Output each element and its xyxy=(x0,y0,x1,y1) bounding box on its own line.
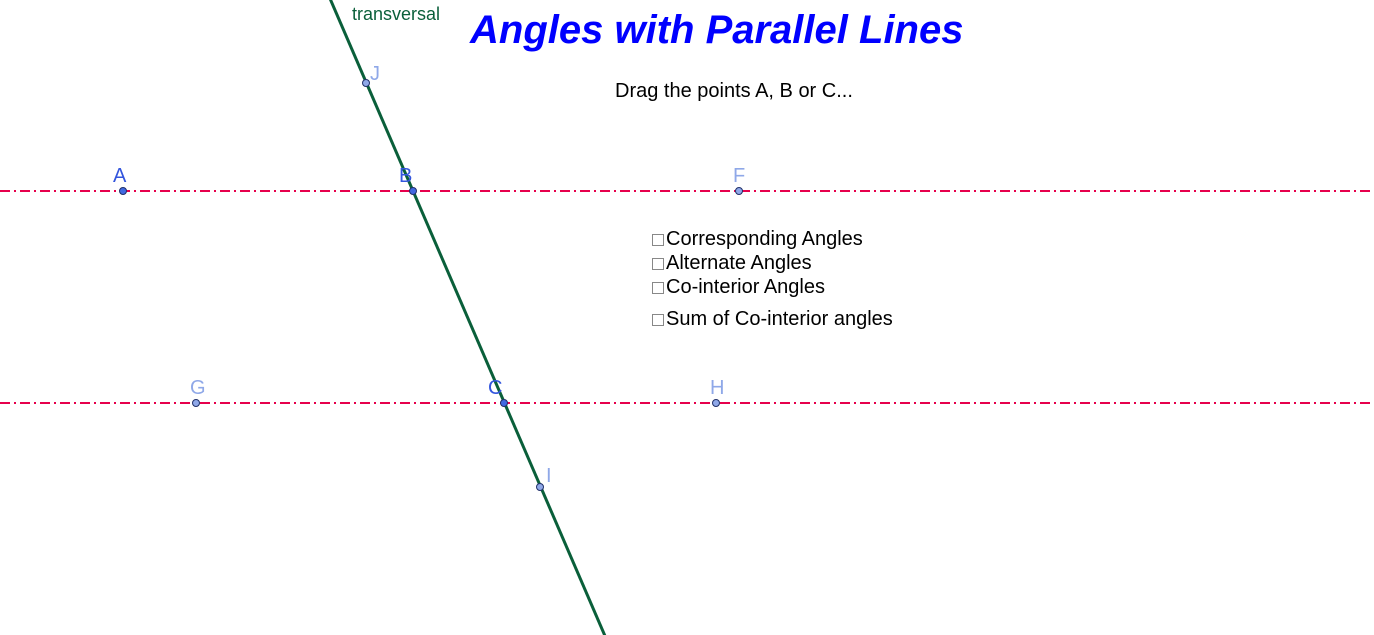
transversal-line xyxy=(322,0,624,635)
page-title: Angles with Parallel Lines xyxy=(470,8,963,53)
point-label-h: H xyxy=(710,377,724,400)
checkbox-alternate[interactable]: Alternate Angles xyxy=(652,252,812,275)
point-i xyxy=(537,484,544,491)
point-label-g: G xyxy=(190,377,206,400)
point-j xyxy=(363,80,370,87)
checkbox-label: Co-interior Angles xyxy=(666,276,825,299)
point-g xyxy=(193,400,200,407)
point-c[interactable] xyxy=(501,400,508,407)
checkbox-label: Alternate Angles xyxy=(666,252,812,275)
point-h xyxy=(713,400,720,407)
checkbox-box-icon xyxy=(652,314,664,326)
instruction-text: Drag the points A, B or C... xyxy=(615,80,853,103)
point-label-b: B xyxy=(399,165,412,188)
checkbox-corresponding[interactable]: Corresponding Angles xyxy=(652,228,863,251)
point-b[interactable] xyxy=(410,188,417,195)
point-label-c: C xyxy=(488,377,502,400)
transversal-label: transversal xyxy=(352,4,440,25)
point-f xyxy=(736,188,743,195)
point-label-i: I xyxy=(546,465,552,488)
checkbox-label: Sum of Co-interior angles xyxy=(666,308,893,331)
checkbox-label: Corresponding Angles xyxy=(666,228,863,251)
point-label-a: A xyxy=(113,165,126,188)
point-label-j: J xyxy=(370,63,380,86)
point-label-f: F xyxy=(733,165,745,188)
checkbox-sum-cointerior[interactable]: Sum of Co-interior angles xyxy=(652,308,893,331)
checkbox-cointerior[interactable]: Co-interior Angles xyxy=(652,276,825,299)
checkbox-box-icon xyxy=(652,234,664,246)
point-a[interactable] xyxy=(120,188,127,195)
checkbox-box-icon xyxy=(652,258,664,270)
checkbox-box-icon xyxy=(652,282,664,294)
